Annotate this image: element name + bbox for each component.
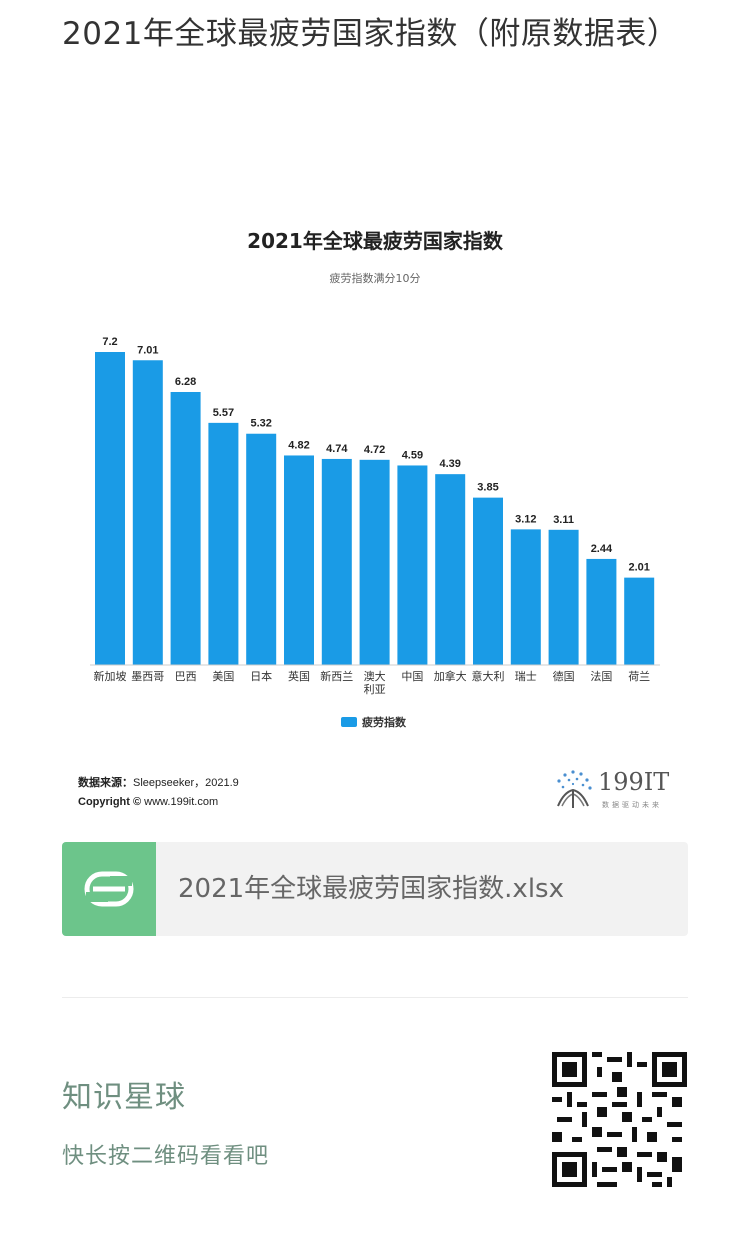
- bar-value-label: 5.32: [250, 418, 271, 430]
- legend-label: 疲劳指数: [362, 715, 407, 729]
- x-tick-label: 美国: [212, 670, 234, 683]
- bar-7: [359, 459, 390, 665]
- bar-value-label: 2.44: [591, 543, 613, 555]
- article-title: 2021年全球最疲劳国家指数（附原数据表）: [62, 16, 679, 52]
- bar-value-label: 2.01: [628, 562, 649, 574]
- x-tick-label: 澳大: [364, 669, 386, 683]
- bar-value-label: 7.01: [137, 344, 158, 356]
- bar-4: [246, 433, 277, 665]
- x-tick-label: 荷兰: [628, 670, 650, 683]
- x-tick-label: 利亚: [364, 683, 386, 696]
- x-tick-label: 英国: [288, 669, 310, 683]
- copyright-text: www.199it.com: [144, 796, 219, 808]
- bar-value-label: 4.82: [288, 439, 309, 451]
- chart-image: 2021年全球最疲劳国家指数 疲劳指数满分10分 7.2 新加坡 7.01 墨西哥 6.…: [62, 200, 688, 820]
- x-tick-label: 意大利: [472, 669, 505, 683]
- bar-value-label: 4.59: [402, 449, 423, 461]
- promo-title: 知识星球: [62, 1080, 186, 1115]
- source-label: 数据来源：: [78, 777, 133, 789]
- bar-chart: 2021年全球最疲劳国家指数 疲劳指数满分10分 7.2 新加坡 7.01 墨西哥 6.…: [90, 229, 660, 729]
- x-tick-label: 中国: [401, 670, 423, 683]
- dandelion-icon: [557, 770, 592, 808]
- bar-2: [170, 391, 201, 665]
- bar-value-label: 7.2: [102, 336, 117, 348]
- bar-9: [435, 474, 466, 665]
- x-tick-label: 加拿大: [434, 669, 467, 683]
- chart-subtitle: 疲劳指数满分10分: [330, 271, 421, 285]
- file-name: 2021年全球最疲劳国家指数.xlsx: [178, 874, 564, 904]
- source-note: 数据来源：Sleepseeker，2021.9 Copyright © www.…: [78, 774, 239, 812]
- x-tick-label: 新西兰: [320, 669, 353, 683]
- bar-13: [586, 558, 617, 665]
- x-tick-label: 巴西: [175, 670, 197, 683]
- bar-14: [624, 577, 655, 665]
- bar-value-label: 4.72: [364, 444, 385, 456]
- bar-1: [132, 360, 163, 665]
- 199it-logo: 199IT 数据驱动未来: [550, 766, 680, 814]
- bar-8: [397, 465, 428, 665]
- x-tick-label: 瑞士: [515, 669, 537, 683]
- bar-0: [95, 352, 125, 665]
- bar-value-label: 3.85: [477, 482, 498, 494]
- x-tick-label: 法国: [590, 669, 612, 683]
- bar-10: [473, 497, 503, 665]
- attachment-card[interactable]: 2021年全球最疲劳国家指数.xlsx: [62, 842, 688, 936]
- bar-5: [284, 455, 314, 665]
- bar-11: [510, 529, 541, 665]
- bar-value-label: 5.57: [213, 407, 234, 419]
- x-tick-label: 德国: [553, 669, 575, 683]
- promo-subtitle: 快长按二维码看看吧: [62, 1144, 270, 1169]
- source-text: Sleepseeker，2021.9: [133, 777, 239, 789]
- x-tick-label: 新加坡: [94, 669, 127, 683]
- logo-text: 199IT: [598, 768, 670, 796]
- qr-code-icon[interactable]: [552, 1052, 687, 1187]
- divider: [62, 997, 688, 998]
- bar-value-label: 4.74: [326, 443, 348, 455]
- legend-swatch: [341, 717, 357, 727]
- bar-value-label: 3.12: [515, 513, 536, 525]
- bar-6: [321, 458, 352, 665]
- bar-value-label: 4.39: [439, 458, 460, 470]
- x-tick-label: 墨西哥: [131, 670, 164, 683]
- chart-title: 2021年全球最疲劳国家指数: [247, 229, 504, 253]
- spreadsheet-s-icon: [62, 842, 156, 936]
- x-tick-label: 日本: [250, 669, 272, 683]
- logo-tagline: 数据驱动未来: [602, 801, 662, 809]
- bar-12: [548, 529, 579, 665]
- bar-value-label: 6.28: [175, 376, 196, 388]
- bar-value-label: 3.11: [553, 514, 574, 526]
- copyright-label: Copyright ©: [78, 796, 142, 808]
- bar-3: [208, 422, 239, 665]
